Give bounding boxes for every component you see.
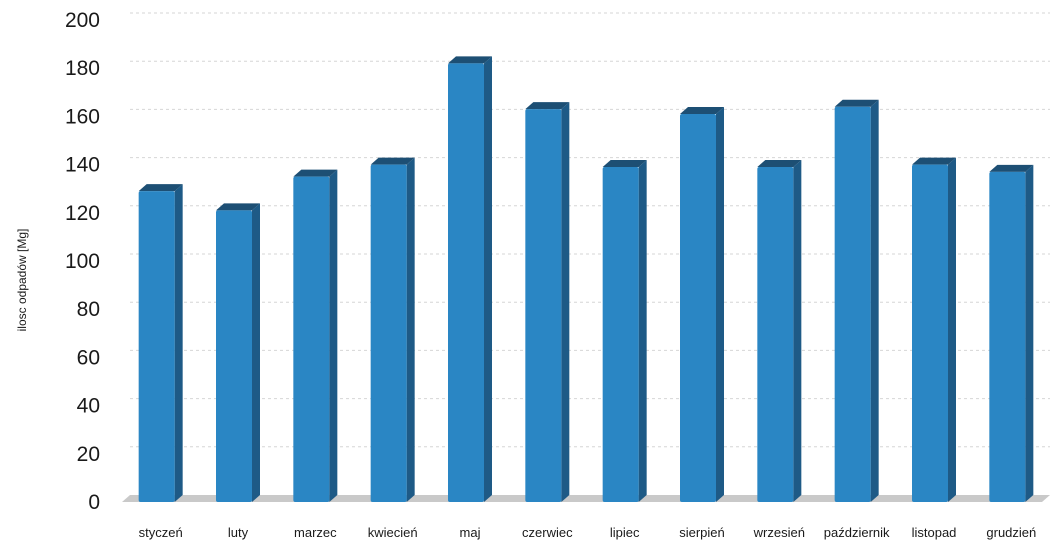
floor-plane (122, 495, 1050, 502)
x-tick-label: wrzesień (753, 525, 805, 540)
bar-front (448, 63, 484, 502)
y-tick-label: 0 (88, 491, 100, 514)
bar-side (793, 160, 802, 502)
bar-front (293, 176, 330, 502)
bar (525, 102, 570, 503)
bars (138, 56, 1034, 503)
bar-top (680, 106, 724, 114)
bar-top (912, 157, 956, 165)
bar-top (989, 164, 1034, 172)
bar-top (370, 157, 415, 165)
bar (448, 56, 492, 502)
bar (293, 169, 338, 502)
bar (216, 203, 260, 502)
bar (370, 157, 415, 502)
bar (757, 160, 802, 502)
y-tick-label: 20 (77, 443, 100, 466)
bar-front (525, 109, 562, 503)
bar-top (293, 169, 338, 177)
bar-top (138, 184, 183, 192)
bar-front (370, 164, 407, 502)
bar-top (834, 99, 879, 107)
y-tick-label: 140 (65, 154, 100, 177)
bar-front (757, 167, 794, 502)
y-tick-label: 60 (77, 346, 100, 369)
bar-front (989, 171, 1026, 502)
bar (989, 164, 1034, 502)
bar-side (484, 56, 492, 502)
bar-front (602, 167, 639, 502)
bar (680, 106, 724, 503)
x-tick-label: czerwiec (522, 525, 573, 540)
x-tick-label: luty (228, 525, 249, 540)
bar (912, 157, 956, 502)
bar-top (757, 160, 802, 168)
x-tick-label: kwiecień (368, 525, 418, 540)
bar (602, 160, 647, 502)
y-tick-label: 160 (65, 105, 100, 128)
bar-side (948, 157, 956, 502)
y-tick-label: 40 (77, 395, 100, 418)
bar-front (912, 164, 948, 502)
chart-floor (122, 495, 1050, 502)
y-axis-ticks: 0 20 40 60 80 100 120 140 160 180 200 (65, 9, 100, 514)
bar-side (329, 169, 338, 502)
bar-top (216, 203, 260, 211)
x-axis-labels: styczeń luty marzec kwiecień maj czerwiec lipi… (139, 525, 1037, 540)
bar-side (870, 99, 879, 502)
x-tick-label: styczeń (139, 525, 183, 540)
bar-side (174, 184, 183, 503)
x-tick-label: lipiec (610, 525, 640, 540)
bar (834, 99, 879, 502)
x-tick-label: listopad (912, 525, 957, 540)
bar-side (252, 203, 260, 502)
bar-side (561, 102, 570, 503)
bar-front (834, 106, 871, 502)
y-tick-label: 80 (77, 298, 100, 321)
x-tick-label: październik (824, 525, 890, 540)
bar-front (138, 191, 175, 503)
bar-side (716, 106, 724, 503)
bar-front (680, 113, 716, 503)
bar-side (406, 157, 415, 502)
bar-front (216, 210, 252, 502)
bar (138, 184, 183, 503)
bar-top (525, 102, 570, 110)
bar-top (602, 160, 647, 168)
x-tick-label: sierpień (679, 525, 725, 540)
bar-side (638, 160, 647, 502)
x-tick-label: grudzień (986, 525, 1036, 540)
bar-side (1025, 164, 1034, 502)
bar-top (448, 56, 492, 64)
y-tick-label: 200 (65, 9, 100, 32)
y-tick-label: 180 (65, 57, 100, 80)
x-tick-label: maj (460, 525, 481, 540)
y-tick-label: 100 (65, 250, 100, 273)
y-tick-label: 120 (65, 202, 100, 225)
y-axis-label: ilosc odpadów [Mg] (15, 229, 29, 332)
x-tick-label: marzec (294, 525, 337, 540)
